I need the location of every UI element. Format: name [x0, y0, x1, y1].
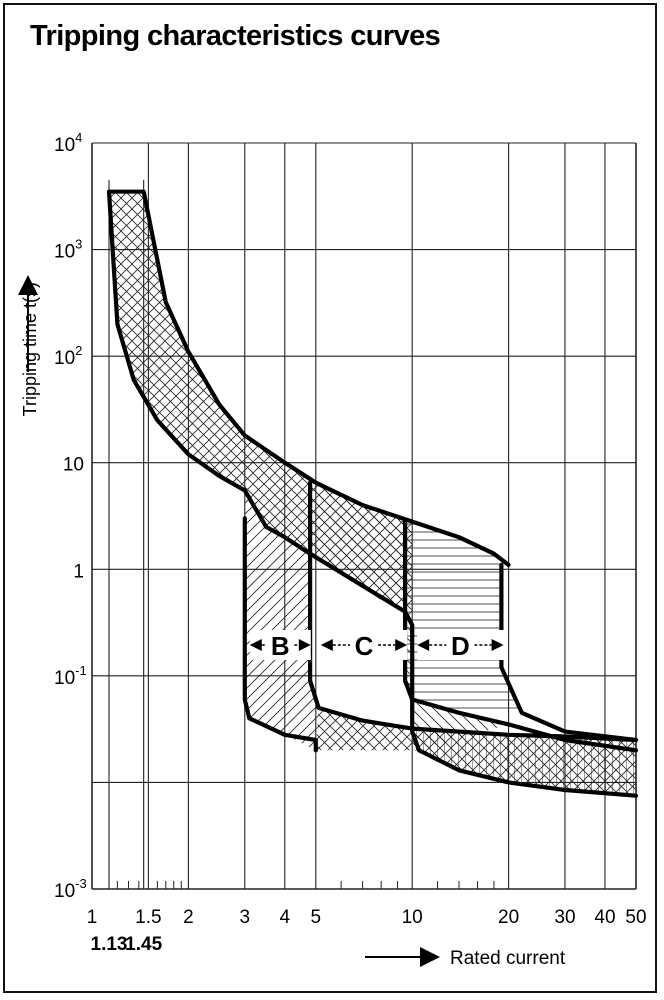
zone-arrowhead: [249, 639, 262, 651]
x-tick-label-secondary: 1.13: [91, 934, 128, 955]
curve-lines: [106, 189, 639, 798]
x-tick-label: 2: [183, 907, 194, 928]
x-tick-label-secondary: 1.45: [125, 934, 162, 955]
y-tick-label: 10-1: [54, 663, 87, 689]
magnetic-band-vertical: [412, 728, 636, 796]
curve-line-5: [403, 519, 639, 753]
curve-line-6: [499, 562, 639, 743]
curve-line-0: [106, 189, 247, 493]
y-axis-title: Tripping time t(s): [18, 275, 40, 416]
x-axis-title: Rated current: [365, 947, 566, 969]
x-tick-label: 1.5: [135, 907, 161, 928]
x-tick-label: 10: [402, 907, 423, 928]
x-tick-label: 5: [311, 907, 322, 928]
y-tick-label: 10: [63, 455, 84, 476]
hatched-zones: [109, 191, 636, 796]
x-tick-label: 40: [594, 907, 615, 928]
x-tick-labels: 1 1.5 2 3 4 5 10 20 30 40 50 1.131.45: [87, 907, 647, 955]
zone-label: B: [271, 631, 290, 661]
zone-label: D: [451, 631, 470, 661]
grid-lines: [91, 142, 637, 890]
zone-labels: B C D: [249, 630, 504, 661]
zone-arrowhead: [417, 639, 430, 651]
zone-c-area: [310, 482, 509, 751]
y-tick-label: 1: [73, 561, 84, 582]
x-tick-label: 20: [498, 907, 519, 928]
curve-line-3: [242, 488, 639, 798]
zone-arrowhead: [491, 639, 504, 651]
zone-arrowhead: [298, 639, 311, 651]
zone-label: C: [355, 631, 374, 661]
y-axis-label: Tripping time t(s): [20, 282, 40, 416]
curve-line-2: [242, 516, 318, 753]
y-tick-label: 102: [54, 343, 82, 369]
x-tick-label: 3: [239, 907, 250, 928]
x-axis-label: Rated current: [450, 948, 566, 969]
y-tick-label: 104: [54, 130, 82, 156]
y-tick-label: 10-3: [54, 876, 87, 902]
x-tick-label: 4: [279, 907, 290, 928]
curve-line-1: [141, 189, 511, 567]
x-tick-label: 50: [625, 907, 646, 928]
zone-d-area: [405, 521, 522, 713]
zone-arrowhead: [320, 639, 333, 651]
chart-title: Tripping characteristics curves: [30, 20, 441, 52]
x-tick-label: 30: [554, 907, 575, 928]
x-tick-label: 1: [87, 907, 98, 928]
zone-arrowhead: [395, 639, 408, 651]
y-tick-label: 103: [54, 237, 82, 263]
zone-b-area: [244, 490, 319, 751]
